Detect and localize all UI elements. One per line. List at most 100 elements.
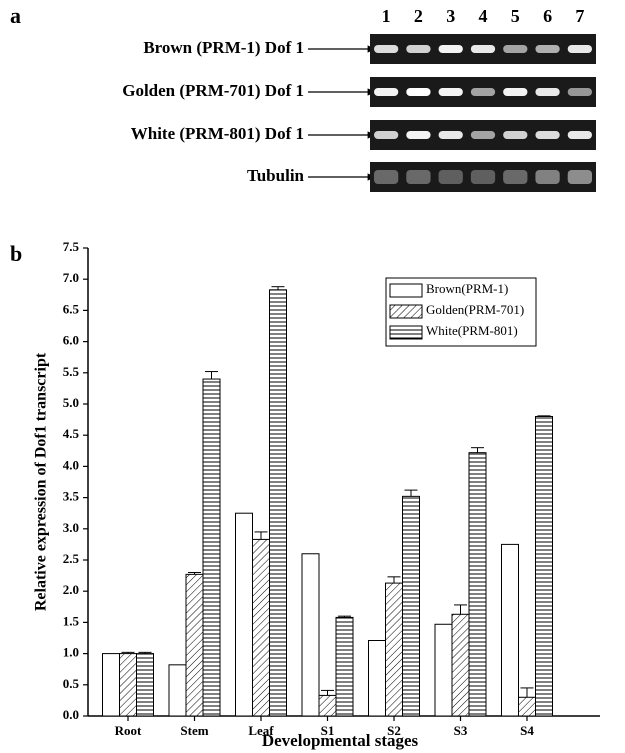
lane-number: 5 bbox=[511, 6, 520, 26]
legend-swatch bbox=[390, 284, 422, 297]
gel-band bbox=[471, 170, 495, 184]
figure: a 1234567Brown (PRM-1) Dof 1Golden (PRM-… bbox=[0, 0, 625, 753]
bar bbox=[319, 695, 336, 716]
y-tick-label: 7.5 bbox=[63, 239, 80, 254]
gel-band bbox=[568, 88, 592, 96]
gel-band bbox=[374, 131, 398, 139]
lane-number: 7 bbox=[575, 6, 584, 26]
gel-band bbox=[503, 88, 527, 96]
gel-band bbox=[471, 45, 495, 53]
row-label: Tubulin bbox=[247, 166, 305, 185]
y-tick-label: 0.5 bbox=[63, 676, 80, 691]
bar bbox=[186, 574, 203, 716]
error-bar bbox=[454, 605, 467, 614]
bar bbox=[519, 697, 536, 716]
bar bbox=[169, 665, 186, 716]
bar bbox=[270, 290, 287, 716]
error-bar bbox=[521, 688, 534, 697]
legend-label: Golden(PRM-701) bbox=[426, 302, 524, 317]
gel-band bbox=[439, 45, 463, 53]
gel-band bbox=[374, 88, 398, 96]
y-tick-label: 4.5 bbox=[63, 426, 80, 441]
x-tick-label: S2 bbox=[387, 723, 401, 738]
lane-number: 4 bbox=[479, 6, 488, 26]
gel-band bbox=[471, 88, 495, 96]
x-tick-label: Leaf bbox=[248, 723, 274, 738]
lane-number: 6 bbox=[543, 6, 552, 26]
y-tick-label: 1.0 bbox=[63, 645, 79, 660]
error-bar bbox=[471, 448, 484, 453]
y-tick-label: 1.5 bbox=[63, 613, 80, 628]
row-label: Golden (PRM-701) Dof 1 bbox=[122, 81, 304, 100]
bar bbox=[536, 416, 553, 716]
bar bbox=[469, 453, 486, 716]
gel-band bbox=[374, 170, 398, 184]
gel-band bbox=[503, 45, 527, 53]
gel-band bbox=[535, 170, 559, 184]
gel-band bbox=[439, 131, 463, 139]
bar bbox=[103, 654, 120, 716]
bar bbox=[435, 624, 452, 716]
bar bbox=[336, 617, 353, 716]
lane-number: 2 bbox=[414, 6, 423, 26]
bar bbox=[369, 640, 386, 716]
bar bbox=[502, 544, 519, 716]
y-tick-label: 5.5 bbox=[63, 364, 80, 379]
bar bbox=[403, 496, 420, 716]
y-tick-label: 2.0 bbox=[63, 582, 79, 597]
x-tick-label: S1 bbox=[321, 723, 335, 738]
legend: Brown(PRM-1) Golden(PRM-701) White(PRM-801… bbox=[386, 278, 536, 346]
x-tick-label: Stem bbox=[180, 723, 208, 738]
bar bbox=[120, 654, 137, 716]
y-tick-label: 2.5 bbox=[63, 551, 80, 566]
lane-number: 3 bbox=[446, 6, 455, 26]
error-bar bbox=[205, 372, 218, 379]
gel-band bbox=[374, 45, 398, 53]
row-label: Brown (PRM-1) Dof 1 bbox=[143, 38, 304, 57]
gel-band bbox=[406, 45, 430, 53]
bar bbox=[302, 554, 319, 716]
gel-band bbox=[535, 45, 559, 53]
gel-band bbox=[503, 131, 527, 139]
bar bbox=[203, 379, 220, 716]
gel-band bbox=[406, 131, 430, 139]
gel-band bbox=[471, 131, 495, 139]
gel-band bbox=[568, 45, 592, 53]
row-label: White (PRM-801) Dof 1 bbox=[131, 124, 304, 143]
bar bbox=[452, 614, 469, 716]
legend-swatch bbox=[390, 305, 422, 318]
panel-label: b bbox=[10, 241, 22, 266]
y-tick-label: 7.0 bbox=[63, 270, 79, 285]
y-tick-label: 5.0 bbox=[63, 395, 79, 410]
gel-band bbox=[503, 170, 527, 184]
error-bar bbox=[405, 490, 418, 496]
error-bar bbox=[321, 690, 334, 695]
gel-band bbox=[406, 88, 430, 96]
gel-band bbox=[568, 170, 592, 184]
gel-band bbox=[439, 170, 463, 184]
y-tick-label: 0.0 bbox=[63, 707, 79, 722]
gel-panel: 1 2 3 4 5 6 7 Brown (PRM-1) Dof 1 Golden (PRM-70… bbox=[122, 6, 596, 192]
gel-band bbox=[568, 131, 592, 139]
x-tick-label: Root bbox=[115, 723, 142, 738]
y-tick-label: 4.0 bbox=[63, 457, 79, 472]
error-bar bbox=[388, 577, 401, 583]
bar bbox=[386, 583, 403, 716]
y-tick-label: 3.5 bbox=[63, 489, 80, 504]
y-axis-label: Relative expression of Dof1 transcript bbox=[33, 352, 50, 611]
gel-band bbox=[535, 131, 559, 139]
gel-band bbox=[406, 170, 430, 184]
lane-number: 1 bbox=[382, 6, 391, 26]
legend-swatch bbox=[390, 326, 422, 339]
legend-label: Brown(PRM-1) bbox=[426, 281, 508, 296]
y-tick-label: 6.0 bbox=[63, 333, 79, 348]
x-tick-label: S3 bbox=[454, 723, 468, 738]
legend-label: White(PRM-801) bbox=[426, 323, 518, 338]
y-tick-label: 6.5 bbox=[63, 301, 80, 316]
gel-band bbox=[439, 88, 463, 96]
bar bbox=[253, 539, 270, 716]
error-bar bbox=[255, 532, 268, 539]
x-tick-label: S4 bbox=[520, 723, 534, 738]
bar bbox=[137, 654, 154, 716]
y-tick-label: 3.0 bbox=[63, 520, 79, 535]
